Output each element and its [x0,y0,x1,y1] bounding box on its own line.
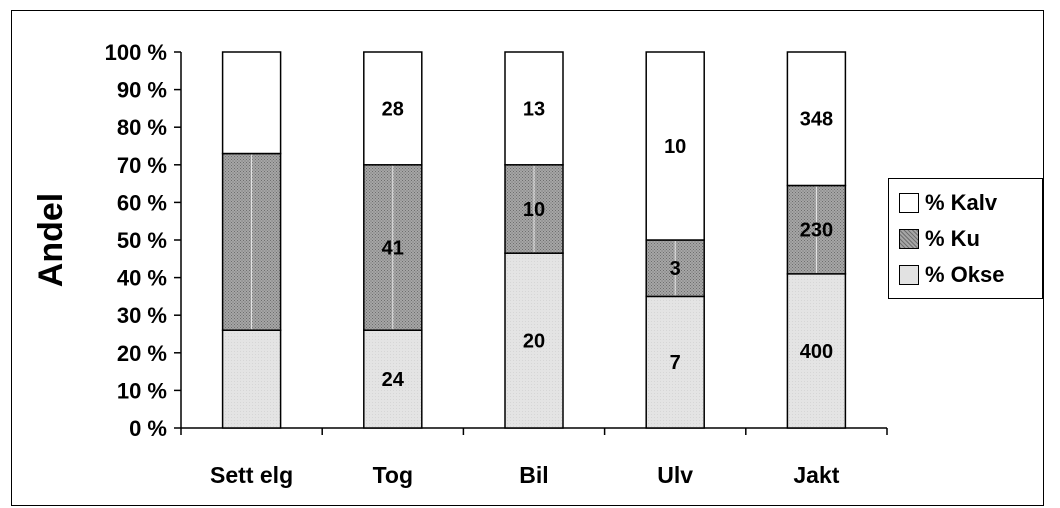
legend-swatch-kalv [899,193,919,213]
category-label: Sett elg [210,462,293,488]
chart-frame [11,10,1044,506]
y-axis-title: Andel [32,193,70,287]
data-label: 10 [523,199,545,221]
category-label: Ulv [657,462,693,488]
y-tick-label: 100 % [105,40,167,65]
legend-label-okse: % Okse [925,262,1005,287]
bar-segment-kalv [645,51,705,241]
y-tick-label: 50 % [117,228,167,253]
data-label: 13 [523,98,545,120]
bar-segment-okse [504,252,564,429]
bar-segment-kalv [504,51,564,166]
bar-segment-okse [645,295,705,429]
data-label: 400 [800,341,833,363]
y-tick-label: 0 % [129,416,167,441]
legend-item-kalv: % Kalv [899,189,997,217]
bar-segment-kalv [786,51,847,187]
data-label: 10 [664,136,686,158]
category-label: Bil [519,462,548,488]
y-tick-label: 30 % [117,303,167,328]
y-tick-label: 70 % [117,153,167,178]
category-label: Tog [373,462,413,488]
bar-segment-okse [363,329,423,429]
data-label: 41 [382,238,404,260]
data-label: 24 [382,369,405,391]
data-label: 28 [382,98,404,120]
legend-item-ku: % Ku [899,225,980,253]
data-label: 7 [670,352,681,374]
bar-segment-okse [221,329,282,429]
y-tick-label: 40 % [117,266,167,291]
data-label: 348 [800,109,833,131]
bar-segment-kalv [363,51,423,166]
legend-label-ku: % Ku [925,226,980,251]
category-label: Jakt [793,462,839,488]
y-tick-label: 10 % [117,378,167,403]
data-label: 3 [670,258,681,280]
y-tick-label: 90 % [117,78,167,103]
legend: % Kalv % Ku % Okse [888,178,1043,299]
legend-swatch-ku [899,229,919,249]
data-label: 230 [800,220,833,242]
y-tick-label: 60 % [117,190,167,215]
legend-item-okse: % Okse [899,261,1005,289]
y-tick-label: 80 % [117,115,167,140]
data-label: 20 [523,331,545,353]
y-tick-label: 20 % [117,341,167,366]
bar-segment-kalv [221,51,282,155]
legend-swatch-okse [899,265,919,285]
legend-label-kalv: % Kalv [925,190,998,215]
